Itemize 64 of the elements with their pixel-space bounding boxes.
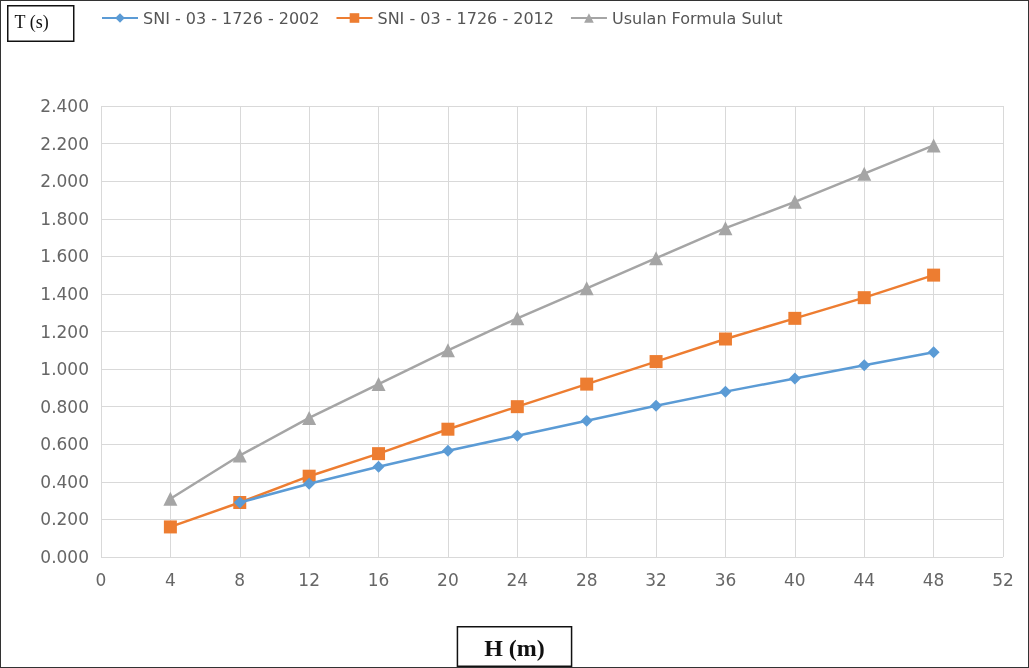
point (579, 281, 594, 296)
point (441, 444, 454, 457)
point (927, 346, 940, 359)
point (649, 251, 664, 266)
x-tick-label: 28 (575, 569, 598, 590)
point (510, 400, 524, 414)
y-tick-label: 0.000 (40, 547, 89, 567)
x-tick-label: 36 (714, 569, 737, 590)
point (788, 372, 801, 385)
point (649, 355, 663, 369)
point (580, 414, 593, 427)
y-tick-label: 0.600 (40, 434, 89, 455)
y-axis-title: T (s) (14, 11, 49, 33)
x-tick-label: 12 (298, 569, 320, 590)
x-tick-label: 0 (95, 569, 107, 590)
y-tick-label: 2.200 (40, 133, 89, 154)
x-tick-label: 32 (645, 569, 667, 590)
point (303, 477, 316, 490)
y-tick-label: 1.800 (40, 208, 89, 229)
point (926, 138, 941, 153)
y-tick-label: 1.400 (40, 283, 89, 304)
x-tick-label: 48 (922, 569, 945, 590)
point (718, 221, 733, 236)
y-tick-label: 2.400 (40, 96, 89, 116)
legend-label: Usulan Formula Sulut (611, 8, 783, 28)
x-tick-label: 16 (367, 569, 390, 590)
point (441, 422, 455, 436)
x-axis-title: H (m) (484, 634, 545, 661)
point (232, 448, 247, 463)
point (718, 332, 732, 346)
y-tick-label: 1.000 (40, 359, 89, 380)
point (650, 399, 663, 412)
legend-label: SNI - 03 - 1726 - 2012 (377, 8, 554, 28)
y-tick-label: 0.200 (40, 509, 89, 530)
point (788, 311, 802, 325)
point (440, 343, 455, 358)
point (927, 268, 941, 282)
point (719, 385, 732, 398)
point (787, 194, 802, 209)
point (372, 447, 386, 461)
y-tick-label: 2.000 (40, 171, 89, 192)
point (857, 291, 871, 305)
x-tick-label: 4 (164, 569, 176, 590)
point (163, 520, 177, 534)
x-tick-label: 24 (506, 569, 529, 590)
y-tick-label: 0.400 (40, 471, 89, 492)
point (857, 166, 872, 181)
point (371, 377, 386, 392)
point (510, 311, 525, 326)
legend-label: SNI - 03 - 1726 - 2002 (143, 8, 320, 28)
point (511, 429, 524, 442)
y-tick-label: 1.200 (40, 321, 89, 342)
point (372, 460, 385, 473)
point (858, 359, 871, 372)
x-tick-label: 52 (992, 569, 1014, 590)
y-tick-label: 1.600 (40, 246, 89, 267)
x-tick-label: 20 (437, 569, 459, 590)
x-tick-label: 44 (853, 569, 876, 590)
point (163, 491, 178, 506)
y-tick-label: 0.800 (40, 396, 89, 417)
x-tick-label: 40 (784, 569, 806, 590)
point (302, 410, 317, 425)
point (580, 377, 594, 391)
x-tick-label: 8 (234, 569, 246, 590)
